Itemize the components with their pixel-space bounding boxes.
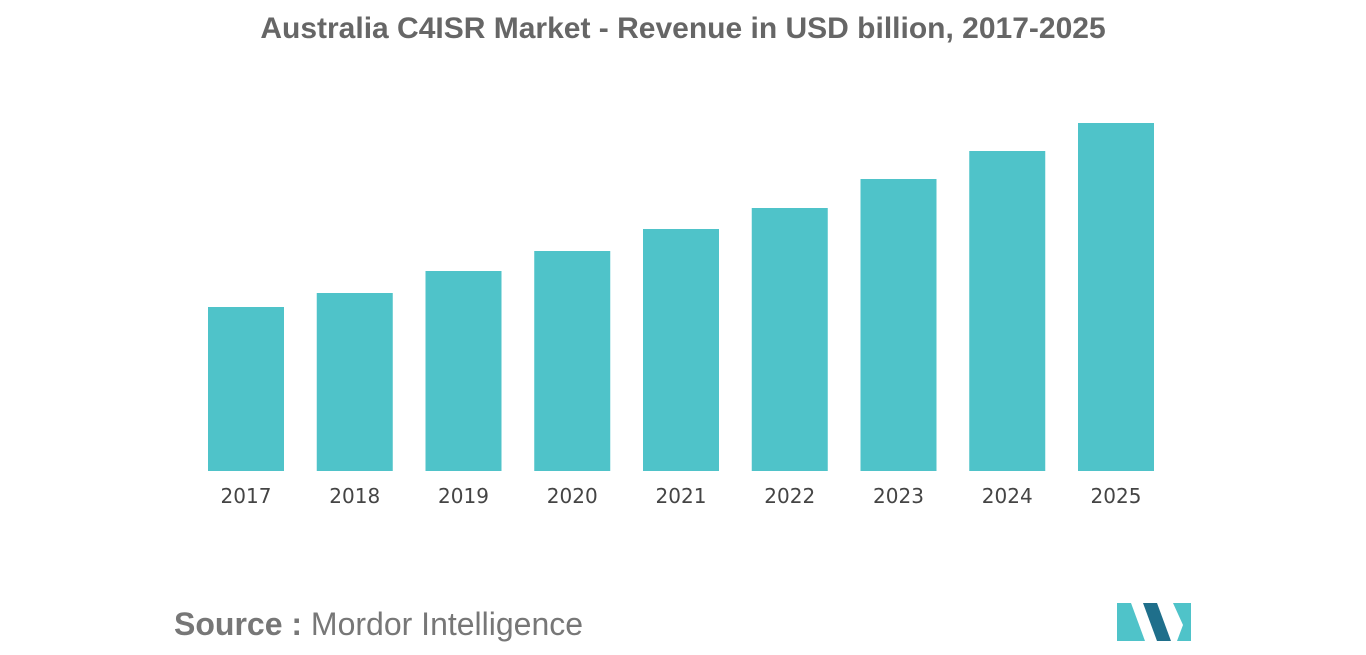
x-tick-2021: 2021 [656, 484, 707, 508]
source-note: Source : Mordor Intelligence [174, 606, 583, 643]
bar-2020 [534, 251, 611, 471]
logo-middle-shape [1143, 603, 1171, 641]
x-tick-labels: 2017 2018 2019 2020 2021 2022 2023 2024 2025 [221, 484, 1142, 508]
x-tick-2019: 2019 [438, 484, 489, 508]
mordor-logo-icon [1117, 603, 1191, 641]
bar-2017 [208, 307, 284, 471]
x-tick-2017: 2017 [221, 484, 272, 508]
bar-2022 [751, 208, 828, 471]
x-tick-2022: 2022 [764, 484, 815, 508]
bar-2024 [969, 151, 1046, 471]
bars-group [208, 123, 1154, 471]
x-tick-2023: 2023 [873, 484, 924, 508]
bar-2021 [643, 229, 719, 471]
x-tick-2018: 2018 [329, 484, 380, 508]
logo-right-shape [1173, 603, 1191, 641]
chart-title: Australia C4ISR Market - Revenue in USD … [260, 12, 1106, 45]
bar-2025 [1078, 123, 1154, 471]
bar-2023 [860, 179, 937, 471]
bar-2019 [425, 271, 502, 471]
logo-left-shape [1117, 603, 1145, 641]
x-tick-2020: 2020 [547, 484, 598, 508]
bar-2018 [316, 293, 393, 471]
source-label: Source : [174, 606, 303, 642]
x-tick-2024: 2024 [982, 484, 1033, 508]
source-text: Mordor Intelligence [310, 606, 584, 642]
x-tick-2025: 2025 [1091, 484, 1142, 508]
bar-chart: 2017 2018 2019 2020 2021 2022 2023 2024 2025 [208, 123, 1154, 508]
